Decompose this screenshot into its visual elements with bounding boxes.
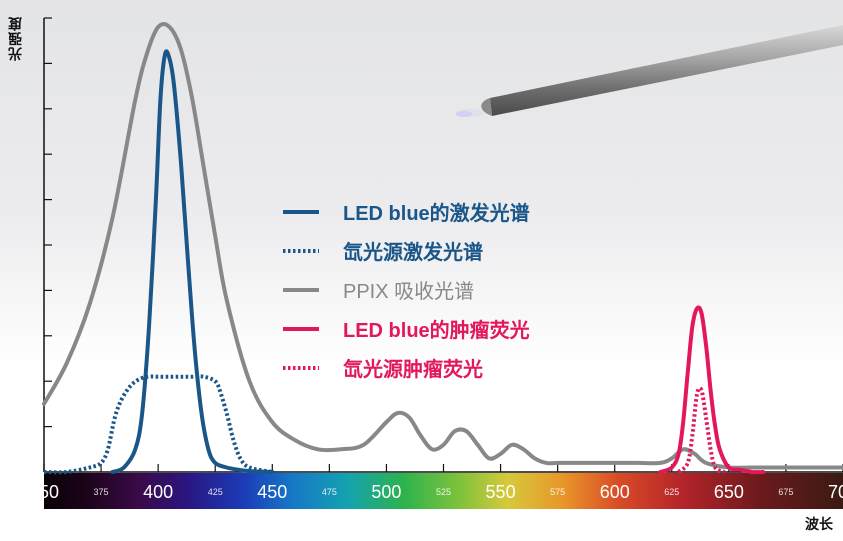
legend-label: LED blue的激发光谱 — [343, 203, 530, 225]
x-tick-label-major: 600 — [600, 482, 630, 502]
legend-swatch — [283, 326, 319, 331]
series-xenon-tumor-fluorescence — [677, 386, 726, 474]
legend-item: 氙光源激发光谱 — [283, 231, 530, 270]
legend-label: LED blue的肿瘤荧光 — [343, 320, 530, 342]
x-tick-label-minor: 675 — [778, 487, 793, 497]
x-tick-label-minor: 375 — [94, 487, 109, 497]
series-led-blue-excitation — [110, 49, 275, 474]
x-tick-label-major: 700 — [828, 482, 843, 502]
wavelength-spectrum-bar — [44, 473, 843, 509]
legend: LED blue的激发光谱 氙光源激发光谱 PPIX 吸收光谱 LED blue的肿瘤… — [283, 192, 530, 387]
y-axis-label: 光强度 — [8, 16, 24, 61]
x-tick-label-minor: 475 — [322, 487, 337, 497]
x-tick-label-major: 400 — [143, 482, 173, 502]
series-led-blue-tumor-fluorescence — [658, 305, 766, 475]
legend-label: PPIX 吸收光谱 — [343, 281, 475, 303]
legend-swatch — [283, 365, 319, 370]
fiber-probe-image — [456, 25, 843, 117]
series-layer — [42, 21, 843, 475]
legend-swatch — [283, 209, 319, 214]
x-tick-label-minor: 525 — [436, 487, 451, 497]
y-ticks — [44, 17, 52, 428]
x-tick-label-major: 350 — [29, 482, 59, 502]
legend-swatch — [283, 248, 319, 253]
x-tick-label-minor: 575 — [550, 487, 565, 497]
x-tick-labels: 350 400 450 500 550 600 650 700 375 425 475 525 575 6… — [29, 482, 843, 502]
series-xenon-excitation — [43, 374, 273, 475]
legend-item: 氙光源肿瘤荧光 — [283, 348, 530, 387]
x-tick-label-minor: 425 — [208, 487, 223, 497]
legend-item: LED blue的激发光谱 — [283, 192, 530, 231]
x-tick-label-major: 450 — [257, 482, 287, 502]
x-tick-label-major: 500 — [371, 482, 401, 502]
legend-item: LED blue的肿瘤荧光 — [283, 309, 530, 348]
x-axis-label: 波长 — [805, 517, 833, 533]
x-tick-label-major: 650 — [714, 482, 744, 502]
legend-label: 氙光源激发光谱 — [343, 242, 483, 264]
x-tick-label-major: 550 — [486, 482, 516, 502]
legend-item: PPIX 吸收光谱 — [283, 270, 530, 309]
legend-swatch — [283, 287, 319, 292]
legend-label: 氙光源肿瘤荧光 — [343, 359, 483, 381]
x-tick-label-minor: 625 — [664, 487, 679, 497]
